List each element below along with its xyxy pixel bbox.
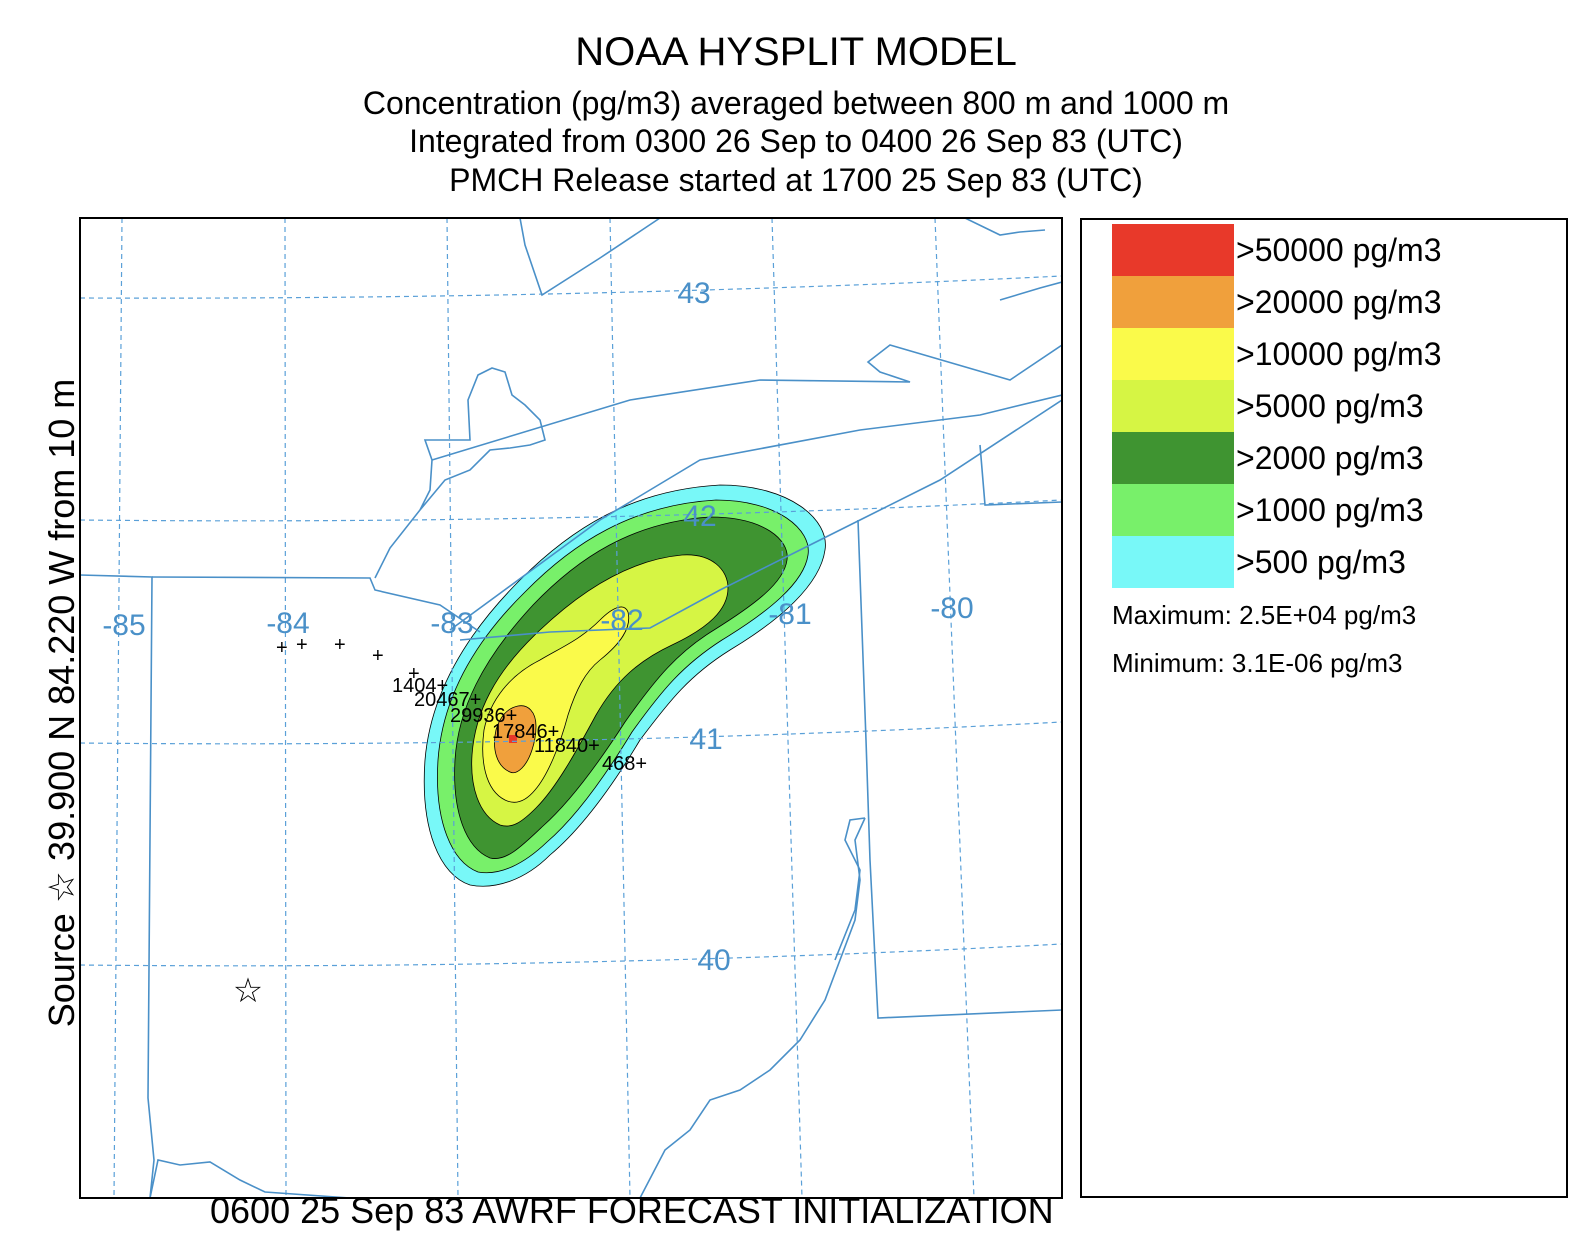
chart-title: NOAA HYSPLIT MODEL <box>575 30 1017 74</box>
meridian-83 <box>446 218 459 1198</box>
legend-item-500: >500 pg/m3 <box>1112 536 1532 588</box>
legend-item-2000: >2000 pg/m3 <box>1112 432 1532 484</box>
legend-panel: >50000 pg/m3 >20000 pg/m3 >10000 pg/m3 >… <box>1080 218 1568 1198</box>
meridian-82 <box>609 218 631 1198</box>
parallel-40 <box>80 943 1062 967</box>
ny-corner <box>999 281 1062 301</box>
legend-maximum: Maximum: 2.5E+04 pg/m3 <box>1112 600 1417 630</box>
lon-label-82: -82 <box>600 604 643 637</box>
lat-label-43: 43 <box>677 277 710 310</box>
lon-label-85: -85 <box>102 609 145 642</box>
lat-label-41: 41 <box>689 723 722 756</box>
station-marker: + <box>334 634 346 656</box>
lat-label-40: 40 <box>697 944 730 977</box>
legend-swatch <box>1112 380 1234 432</box>
station-value: 29936+ <box>450 705 517 727</box>
lon-label-83: -83 <box>430 607 473 640</box>
legend-minimum: Minimum: 3.1E-06 pg/m3 <box>1112 648 1403 678</box>
ontario-top <box>964 218 1046 236</box>
lake-huron-shore <box>519 218 661 297</box>
legend-label: >2000 pg/m3 <box>1236 440 1424 476</box>
plume-peak-50000 <box>509 735 517 743</box>
lake-erie-south-shore <box>459 399 1062 641</box>
boundaries <box>80 218 1062 1198</box>
legend-item-10000: >10000 pg/m3 <box>1112 328 1532 380</box>
subtitle-concentration: Concentration (pg/m3) averaged between 8… <box>362 85 1230 121</box>
ohio-river <box>149 1159 351 1198</box>
meridian-81 <box>771 218 803 1198</box>
source-star-icon: ☆ <box>233 972 263 1010</box>
lat-label-42: 42 <box>683 500 716 533</box>
meridian-84 <box>284 218 287 1198</box>
michigan-ohio-line <box>151 576 481 633</box>
lon-label-84: -84 <box>266 607 309 640</box>
wv-border <box>834 817 866 961</box>
parallel-41 <box>80 721 1062 745</box>
station-value: 1404+ <box>392 675 448 697</box>
ohio-michigan-border <box>80 574 155 1198</box>
detroit-river-shore <box>374 367 546 579</box>
station-marker: + <box>296 634 308 656</box>
station-value: 11840+ <box>534 735 600 757</box>
canada-strip <box>979 444 1062 506</box>
legend-label: >20000 pg/m3 <box>1236 284 1442 320</box>
legend-item-20000: >20000 pg/m3 <box>1112 276 1532 328</box>
parallel-43 <box>80 275 1062 299</box>
station-marker: + <box>276 637 288 659</box>
meridian-80 <box>934 218 975 1198</box>
graticule <box>80 218 1062 1198</box>
legend-swatch <box>1112 432 1234 484</box>
legend-swatch <box>1112 328 1234 380</box>
ohio-river-east <box>639 817 866 1198</box>
legend-label: >10000 pg/m3 <box>1236 336 1442 372</box>
station-value: 20467+ <box>414 689 481 711</box>
legend-label: >500 pg/m3 <box>1236 544 1406 580</box>
legend-item-50000: >50000 pg/m3 <box>1112 224 1532 276</box>
legend-swatch <box>1112 276 1234 328</box>
subtitle-release: PMCH Release started at 1700 25 Sep 83 (… <box>449 162 1143 198</box>
station-value: 17846+ <box>492 721 559 743</box>
lon-label-81: -81 <box>768 598 811 631</box>
legend-swatch <box>1112 224 1234 276</box>
legend-label: >50000 pg/m3 <box>1236 232 1442 268</box>
legend-label: >5000 pg/m3 <box>1236 388 1424 424</box>
station-marker: + <box>372 645 384 667</box>
meridian-85 <box>113 218 123 1198</box>
legend-item-1000: >1000 pg/m3 <box>1112 484 1532 536</box>
map-frame <box>79 217 1063 1199</box>
legend-swatch <box>1112 536 1234 588</box>
legend-item-5000: >5000 pg/m3 <box>1112 380 1532 432</box>
ontario-shore <box>431 344 1062 461</box>
legend-label: >1000 pg/m3 <box>1236 492 1424 528</box>
legend-swatch <box>1112 484 1234 536</box>
plume-contours <box>423 484 826 887</box>
ohio-pa-border <box>857 519 1062 1019</box>
forecast-footer: 0600 25 Sep 83 AWRF FORECAST INITIALIZAT… <box>210 1190 1054 1231</box>
lon-label-80: -80 <box>930 592 973 625</box>
station-marker: + <box>408 663 420 685</box>
subtitle-integration: Integrated from 0300 26 Sep to 0400 26 S… <box>409 123 1183 159</box>
parallel-42 <box>80 499 1062 522</box>
station-value: 468+ <box>602 753 647 775</box>
lake-erie-north-shore <box>449 394 1062 631</box>
